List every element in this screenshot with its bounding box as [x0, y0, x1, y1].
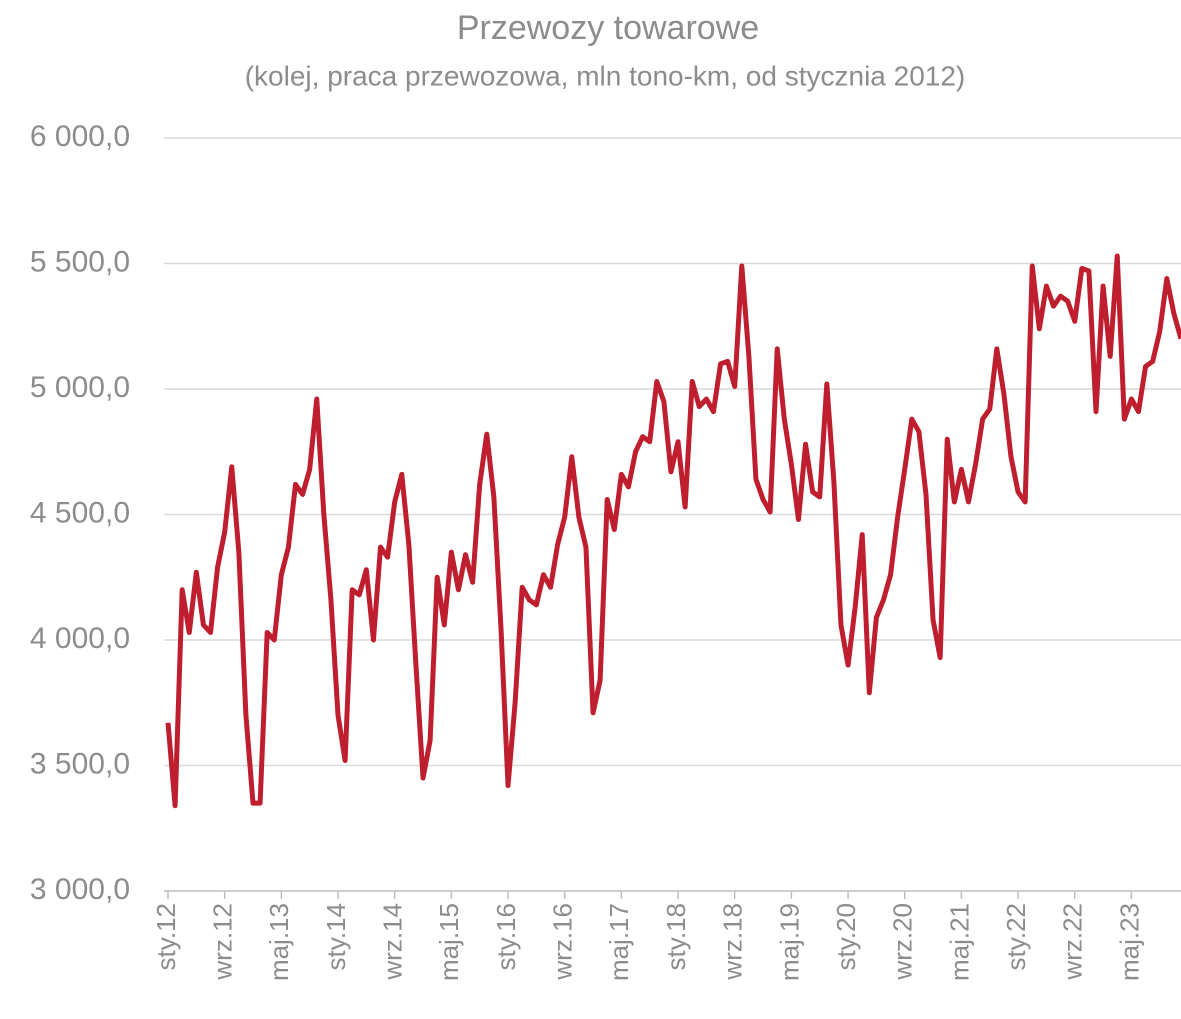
- x-tick-label: sty.20: [831, 903, 861, 970]
- x-tick-label: wrz.22: [1058, 903, 1088, 981]
- chart-subtitle: (kolej, praca przewozowa, mln tono-km, o…: [245, 60, 966, 91]
- y-tick-label: 4 500,0: [30, 496, 130, 529]
- x-tick-label: sty.12: [151, 903, 181, 970]
- x-tick-label: maj.17: [604, 903, 634, 981]
- y-tick-label: 6 000,0: [30, 120, 130, 153]
- x-tick-label: sty.16: [491, 903, 521, 970]
- chart-title: Przewozy towarowe: [457, 9, 759, 47]
- x-tick-label: wrz.12: [208, 903, 238, 981]
- y-tick-label: 3 500,0: [30, 747, 130, 780]
- x-tick-label: maj.19: [774, 903, 804, 981]
- x-tick-label: maj.13: [264, 903, 294, 981]
- x-tick-label: maj.23: [1114, 903, 1144, 981]
- y-tick-label: 3 000,0: [30, 873, 130, 906]
- x-tick-label: sty.22: [1001, 903, 1031, 970]
- y-tick-label: 4 000,0: [30, 622, 130, 655]
- y-tick-label: 5 000,0: [30, 371, 130, 404]
- x-tick-label: wrz.20: [888, 903, 918, 981]
- x-tick-label: sty.14: [321, 903, 351, 970]
- y-tick-label: 5 500,0: [30, 245, 130, 278]
- x-tick-label: wrz.14: [378, 903, 408, 981]
- data-line: [165, 253, 1181, 809]
- x-tick-label: sty.18: [661, 903, 691, 970]
- x-tick-label: maj.15: [434, 903, 464, 981]
- x-tick-label: wrz.18: [718, 903, 748, 981]
- x-tick-label: maj.21: [944, 903, 974, 981]
- x-tick-label: wrz.16: [548, 903, 578, 981]
